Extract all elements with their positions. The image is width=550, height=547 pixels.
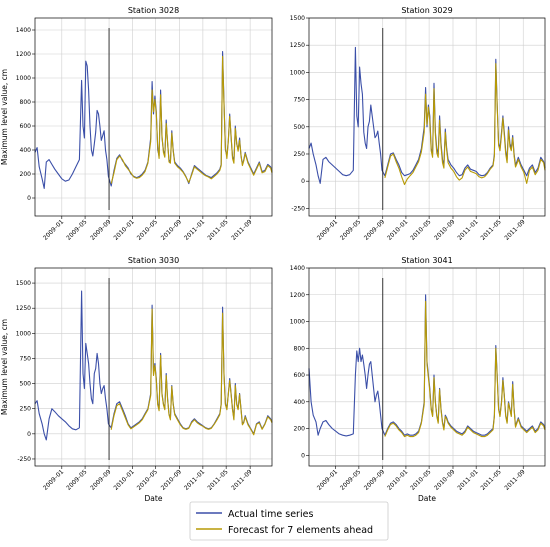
forecast-series-line — [384, 63, 546, 186]
x-tick-label: 2011–09 — [230, 468, 253, 491]
y-axis-label: Maximum level value, cm — [0, 319, 9, 415]
x-tick-label: 2010–09 — [433, 218, 456, 241]
y-tick-label: 1000 — [16, 330, 31, 337]
x-tick-label: 2009–01 — [42, 468, 65, 491]
x-tick-label: 2011–01 — [183, 468, 206, 491]
x-tick-label: 2011–01 — [456, 468, 479, 491]
y-tick-label: 1200 — [16, 51, 31, 58]
y-tick-label: 400 — [20, 147, 32, 154]
y-tick-label: 1500 — [290, 15, 305, 22]
y-tick-label: 1200 — [290, 292, 305, 299]
y-tick-label: 1250 — [290, 42, 305, 49]
y-tick-label: -250 — [17, 456, 31, 463]
x-tick-label: 2009–09 — [89, 468, 112, 491]
y-tick-label: 1250 — [16, 305, 31, 312]
x-tick-label: 2011–01 — [183, 218, 206, 241]
y-tick-label: 0 — [301, 178, 305, 185]
x-tick-label: 2010–01 — [112, 218, 135, 241]
x-tick-label: 2009–05 — [339, 468, 362, 491]
x-tick-label: 2010–09 — [160, 218, 183, 241]
y-tick-label: 1400 — [16, 27, 31, 34]
x-tick-label: 2010–01 — [386, 218, 409, 241]
legend-actual-label: Actual time series — [228, 509, 313, 520]
y-axis-label: Maximum level value, cm — [0, 69, 9, 165]
forecast-series-line — [384, 300, 546, 438]
y-tick-label: 0 — [27, 431, 31, 438]
x-tick-label: 2010–01 — [386, 468, 409, 491]
y-tick-label: 1400 — [290, 265, 305, 272]
y-tick-label: 250 — [20, 406, 32, 413]
x-axis-label: Date — [418, 494, 436, 503]
y-tick-label: 0 — [27, 195, 31, 202]
y-tick-label: 500 — [20, 381, 32, 388]
chart-title: Station 3028 — [128, 6, 179, 15]
y-tick-label: 500 — [294, 124, 306, 131]
y-tick-label: 800 — [294, 345, 306, 352]
chart-title: Station 3041 — [401, 256, 452, 265]
x-tick-label: 2010–05 — [136, 218, 159, 241]
axes-frame — [34, 267, 273, 467]
x-tick-label: 2011–05 — [206, 468, 229, 491]
y-tick-label: 200 — [20, 171, 32, 178]
x-tick-label: 2009–05 — [65, 218, 88, 241]
x-tick-label: 2010–05 — [136, 468, 159, 491]
y-tick-label: 1000 — [290, 319, 305, 326]
x-tick-label: 2009–01 — [42, 218, 65, 241]
plot-area — [35, 18, 272, 216]
x-tick-label: 2011–05 — [479, 468, 502, 491]
legend: Actual time series Forecast for 7 elemen… — [189, 501, 389, 541]
chart-title: Station 3029 — [401, 6, 452, 15]
y-tick-label: 1500 — [16, 280, 31, 287]
forecast-series-line — [110, 308, 273, 436]
x-tick-label: 2011–05 — [206, 218, 229, 241]
legend-forecast-label: Forecast for 7 elements ahead — [228, 525, 373, 536]
x-tick-label: 2009–05 — [339, 218, 362, 241]
y-tick-label: 600 — [294, 372, 306, 379]
x-tick-label: 2011–09 — [503, 468, 526, 491]
y-tick-label: -250 — [291, 205, 305, 212]
x-tick-label: 2010–09 — [160, 468, 183, 491]
x-tick-label: 2011–09 — [230, 218, 253, 241]
chart-panel-2: Station 3029 -250 0 250 500 750 1000 1250 1500 20… — [290, 6, 546, 242]
axes-frame — [308, 267, 546, 467]
y-tick-label: 1000 — [16, 75, 31, 82]
forecast-series-line — [110, 55, 273, 184]
y-tick-label: 750 — [294, 97, 306, 104]
x-axis-label: Date — [145, 494, 163, 503]
x-tick-label: 2009–05 — [65, 468, 88, 491]
axes-frame — [34, 17, 273, 217]
legend-frame — [189, 501, 389, 541]
x-tick-label: 2010–01 — [112, 468, 135, 491]
x-tick-label: 2009–01 — [316, 218, 339, 241]
axes-frame — [308, 17, 546, 217]
y-tick-label: 750 — [20, 355, 32, 362]
chart-panel-1: Station 3028 0 200 400 600 800 1000 1200 1400 200… — [0, 6, 273, 242]
x-tick-label: 2009–09 — [89, 218, 112, 241]
y-tick-label: 200 — [294, 426, 306, 433]
x-tick-label: 2010–09 — [433, 468, 456, 491]
chart-panel-3: Station 3030 -250 0 250 500 750 1000 1250 1500 20… — [0, 256, 273, 503]
x-tick-label: 2009–01 — [316, 468, 339, 491]
y-tick-label: 800 — [20, 99, 32, 106]
y-tick-label: 0 — [301, 452, 305, 459]
x-tick-label: 2010–05 — [409, 218, 432, 241]
y-tick-label: 1000 — [290, 69, 305, 76]
y-tick-label: 600 — [20, 123, 32, 130]
y-tick-label: 250 — [294, 151, 306, 158]
x-tick-label: 2011–01 — [456, 218, 479, 241]
x-tick-label: 2009–09 — [363, 468, 386, 491]
x-tick-label: 2011–05 — [479, 218, 502, 241]
chart-title: Station 3030 — [128, 256, 179, 265]
x-tick-label: 2010–05 — [409, 468, 432, 491]
chart-panel-4: Station 3041 0 200 400 600 800 1000 1200 1400 200… — [290, 256, 546, 503]
x-tick-label: 2009–09 — [363, 218, 386, 241]
x-tick-label: 2011–09 — [503, 218, 526, 241]
y-tick-label: 400 — [294, 399, 306, 406]
